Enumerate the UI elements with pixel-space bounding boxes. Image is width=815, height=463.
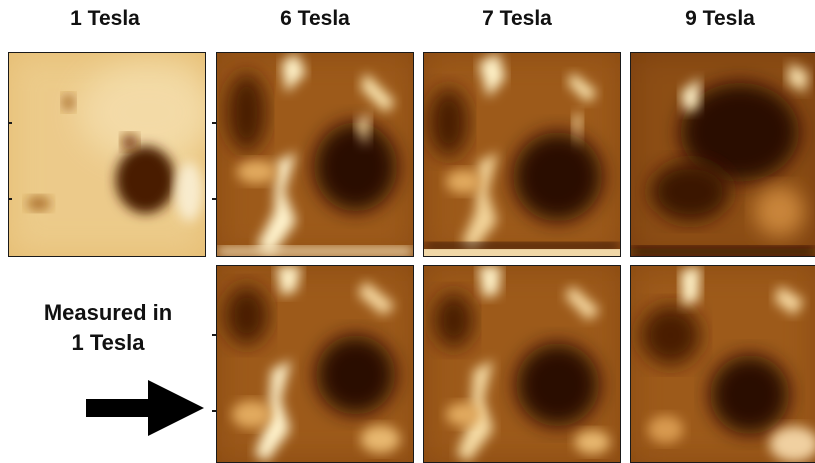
column-label-6-tesla: 6 Tesla bbox=[280, 7, 350, 30]
column-label-9-tesla: 9 Tesla bbox=[685, 7, 755, 30]
side-label: Measured in 1 Tesla bbox=[18, 298, 198, 358]
column-label-7-tesla: 7 Tesla bbox=[482, 7, 552, 30]
afm-image-7-tesla-top bbox=[423, 52, 621, 257]
tick-mark bbox=[8, 198, 12, 200]
tick-mark bbox=[8, 122, 12, 124]
tick-mark bbox=[212, 334, 216, 336]
tick-mark bbox=[212, 122, 216, 124]
side-label-line-1: Measured in bbox=[43, 300, 173, 325]
column-label-1-tesla: 1 Tesla bbox=[70, 7, 140, 30]
side-label-line-2: 1 Tesla bbox=[71, 330, 145, 355]
tick-mark bbox=[212, 410, 216, 412]
afm-image-1-tesla bbox=[8, 52, 206, 257]
afm-image-7-tesla-bottom bbox=[423, 265, 621, 463]
right-arrow-icon bbox=[86, 380, 204, 436]
afm-image-9-tesla-top bbox=[630, 52, 815, 257]
afm-image-6-tesla-top bbox=[216, 52, 414, 257]
afm-image-6-tesla-bottom bbox=[216, 265, 414, 463]
afm-image-9-tesla-bottom bbox=[630, 265, 815, 463]
tick-mark bbox=[212, 198, 216, 200]
